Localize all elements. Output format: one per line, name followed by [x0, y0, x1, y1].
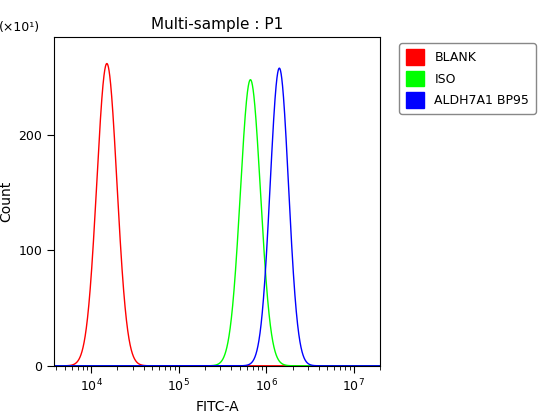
- Title: Multi-sample : P1: Multi-sample : P1: [151, 17, 283, 32]
- X-axis label: FITC-A: FITC-A: [195, 400, 239, 411]
- Legend: BLANK, ISO, ALDH7A1 BP95: BLANK, ISO, ALDH7A1 BP95: [400, 43, 535, 114]
- Text: (×10¹): (×10¹): [0, 21, 40, 34]
- Y-axis label: Count: Count: [0, 181, 13, 222]
